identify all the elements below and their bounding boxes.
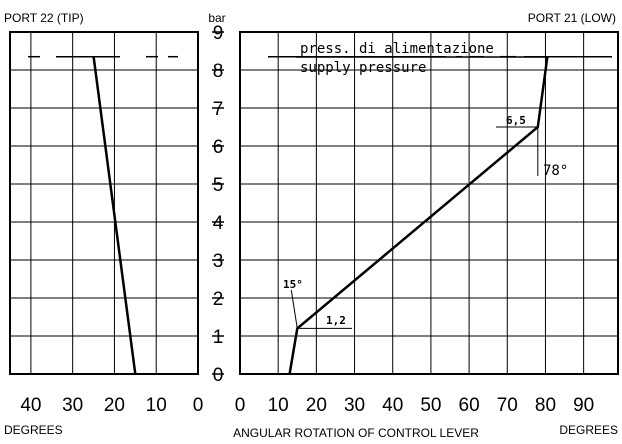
right-x-tick-40: 40: [382, 395, 403, 416]
curve-right: [288, 56, 549, 375]
unit-label: bar: [208, 11, 225, 25]
left-x-label: DEGREES: [4, 423, 63, 437]
supply-pressure-label-en: supply pressure: [300, 60, 426, 76]
right-x-tick-60: 60: [459, 395, 480, 416]
y-tick-label-8: 8: [213, 61, 224, 82]
right-x-label: DEGREES: [559, 423, 618, 437]
y-tick-label-2: 2: [213, 289, 224, 310]
grid-lines: [10, 32, 618, 374]
y-tick-label-5: 5: [213, 175, 224, 196]
curve-left: [92, 56, 137, 375]
right-x-tick-50: 50: [420, 395, 441, 416]
right-x-tick-0: 0: [235, 395, 246, 416]
left-x-tick-10: 10: [146, 395, 167, 416]
curves: [92, 56, 549, 375]
chart-title: ANGULAR ROTATION OF CONTROL LEVER: [233, 426, 479, 440]
right-panel-frame: [239, 31, 619, 375]
annotation-end-pressure: 6,5: [506, 114, 526, 127]
y-tick-label-1: 1: [213, 327, 224, 348]
supply-pressure-label-it: press. di alimentazione: [300, 41, 494, 57]
right-x-tick-20: 20: [306, 395, 327, 416]
y-tick-label-6: 6: [213, 137, 224, 158]
annotation-end-angle: 78°: [543, 163, 568, 179]
right-panel-title: PORT 21 (LOW): [528, 11, 616, 25]
left-x-tick-0: 0: [193, 395, 204, 416]
y-tick-label-7: 7: [213, 99, 224, 120]
right-x-tick-80: 80: [535, 395, 556, 416]
y-tick-label-0: 0: [213, 365, 224, 386]
left-x-tick-20: 20: [104, 395, 125, 416]
right-x-tick-70: 70: [497, 395, 518, 416]
right-x-tick-10: 10: [268, 395, 289, 416]
right-x-tick-30: 30: [344, 395, 365, 416]
y-tick-label-9: 9: [213, 23, 224, 44]
annotation-start-pressure: 1,2: [326, 314, 346, 327]
leader-start-angle: [290, 289, 298, 329]
annotation-start-angle: 15°: [283, 278, 303, 291]
left-x-tick-30: 30: [62, 395, 83, 416]
axis-frame: [9, 31, 619, 375]
y-tick-label-3: 3: [213, 251, 224, 272]
left-panel-title: PORT 22 (TIP): [4, 11, 84, 25]
y-tick-label-4: 4: [213, 213, 224, 234]
left-x-tick-40: 40: [20, 395, 41, 416]
left-panel-frame: [9, 31, 199, 375]
right-x-tick-90: 90: [573, 395, 594, 416]
